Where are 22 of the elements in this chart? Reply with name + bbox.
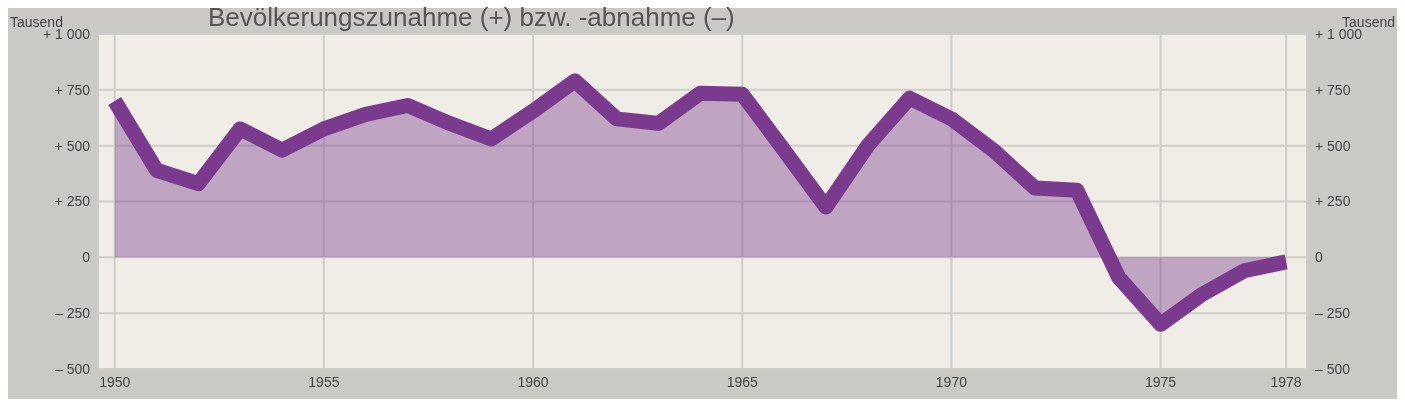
y-tick-label: 0 bbox=[82, 249, 91, 266]
y-tick-label: – 500 bbox=[54, 360, 91, 377]
y2-tick-label: + 500 bbox=[1315, 137, 1351, 154]
y-tick-label: – 250 bbox=[54, 305, 91, 322]
x-tick-label: 1978 bbox=[1270, 373, 1302, 390]
y2-tick-label: – 250 bbox=[1315, 305, 1351, 322]
y2-tick-label: + 750 bbox=[1315, 81, 1351, 98]
y-tick-label: + 500 bbox=[54, 137, 91, 154]
y2-tick-label: + 250 bbox=[1315, 193, 1351, 210]
y2-tick-label: – 500 bbox=[1315, 360, 1351, 377]
y-axis-title: Tausend bbox=[10, 14, 63, 30]
y-tick-label: + 250 bbox=[54, 193, 91, 210]
y-tick-label: + 750 bbox=[54, 81, 91, 98]
x-tick-label: 1975 bbox=[1145, 373, 1177, 390]
y2-tick-label: 0 bbox=[1315, 249, 1323, 266]
x-tick-label: 1970 bbox=[935, 373, 968, 390]
x-tick-label: 1955 bbox=[308, 373, 340, 390]
y2-axis-title: Tausend bbox=[1342, 14, 1395, 30]
chart-title: Bevölkerungszunahme (+) bzw. -abnahme (–) bbox=[208, 2, 735, 33]
x-tick-label: 1960 bbox=[517, 373, 549, 390]
x-tick-label: 1965 bbox=[726, 373, 759, 390]
x-tick-label: 1950 bbox=[99, 373, 131, 390]
